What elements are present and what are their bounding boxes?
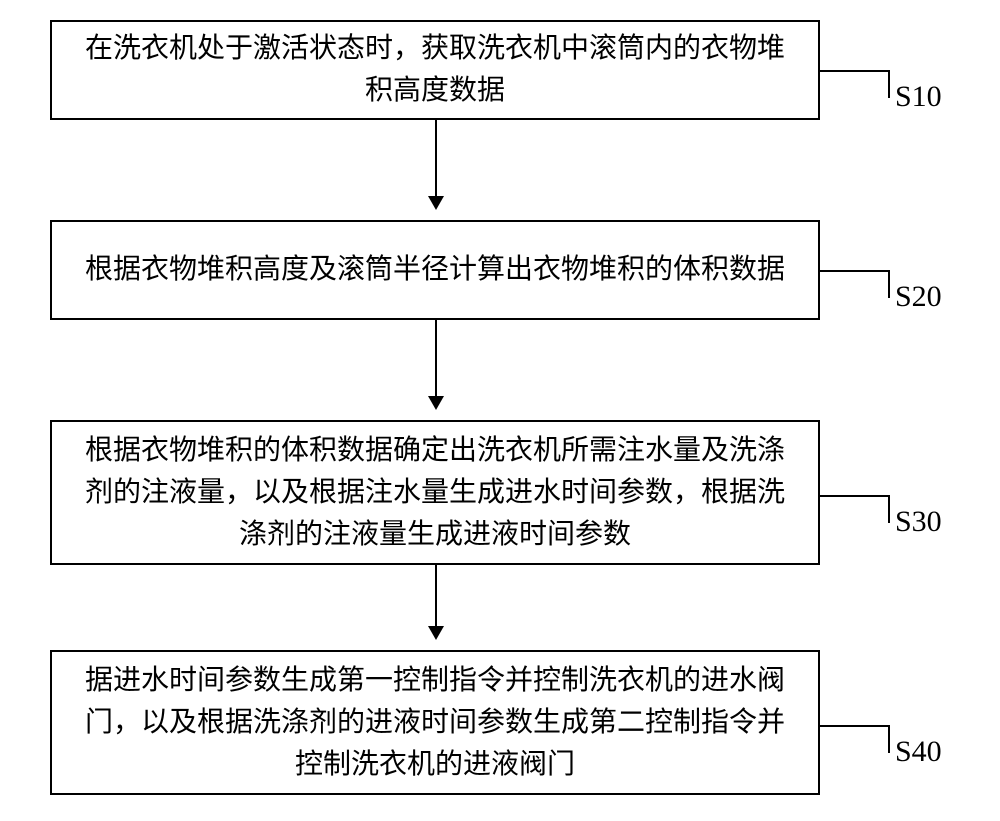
step-label-s40: S40 (895, 735, 942, 769)
arrow-s10-s20 (435, 120, 437, 208)
connector-line-s40-h (820, 725, 890, 727)
step-text-s20: 根据衣物堆积高度及滚筒半径计算出衣物堆积的体积数据 (85, 249, 785, 291)
step-label-s10: S10 (895, 80, 942, 114)
connector-line-s10-h (820, 70, 890, 72)
step-text-s40: 据进水时间参数生成第一控制指令并控制洗衣机的进水阀门，以及根据洗涤剂的进液时间参… (72, 660, 798, 786)
step-box-s40: 据进水时间参数生成第一控制指令并控制洗衣机的进水阀门，以及根据洗涤剂的进液时间参… (50, 650, 820, 795)
step-label-s30: S30 (895, 505, 942, 539)
arrow-s20-s30 (435, 320, 437, 408)
connector-line-s30-h (820, 495, 890, 497)
step-box-s20: 根据衣物堆积高度及滚筒半径计算出衣物堆积的体积数据 (50, 220, 820, 320)
flowchart-container: 在洗衣机处于激活状态时，获取洗衣机中滚筒内的衣物堆积高度数据 S10 根据衣物堆… (0, 0, 1000, 821)
arrow-s30-s40 (435, 565, 437, 638)
connector-line-s20-h (820, 270, 890, 272)
step-text-s30: 根据衣物堆积的体积数据确定出洗衣机所需注水量及洗涤剂的注液量，以及根据注水量生成… (72, 430, 798, 556)
connector-line-s30-v (888, 495, 890, 523)
step-label-s20: S20 (895, 280, 942, 314)
connector-line-s40-v (888, 725, 890, 753)
connector-line-s20-v (888, 270, 890, 298)
connector-line-s10-v (888, 70, 890, 98)
step-text-s10: 在洗衣机处于激活状态时，获取洗衣机中滚筒内的衣物堆积高度数据 (72, 28, 798, 112)
step-box-s10: 在洗衣机处于激活状态时，获取洗衣机中滚筒内的衣物堆积高度数据 (50, 20, 820, 120)
step-box-s30: 根据衣物堆积的体积数据确定出洗衣机所需注水量及洗涤剂的注液量，以及根据注水量生成… (50, 420, 820, 565)
